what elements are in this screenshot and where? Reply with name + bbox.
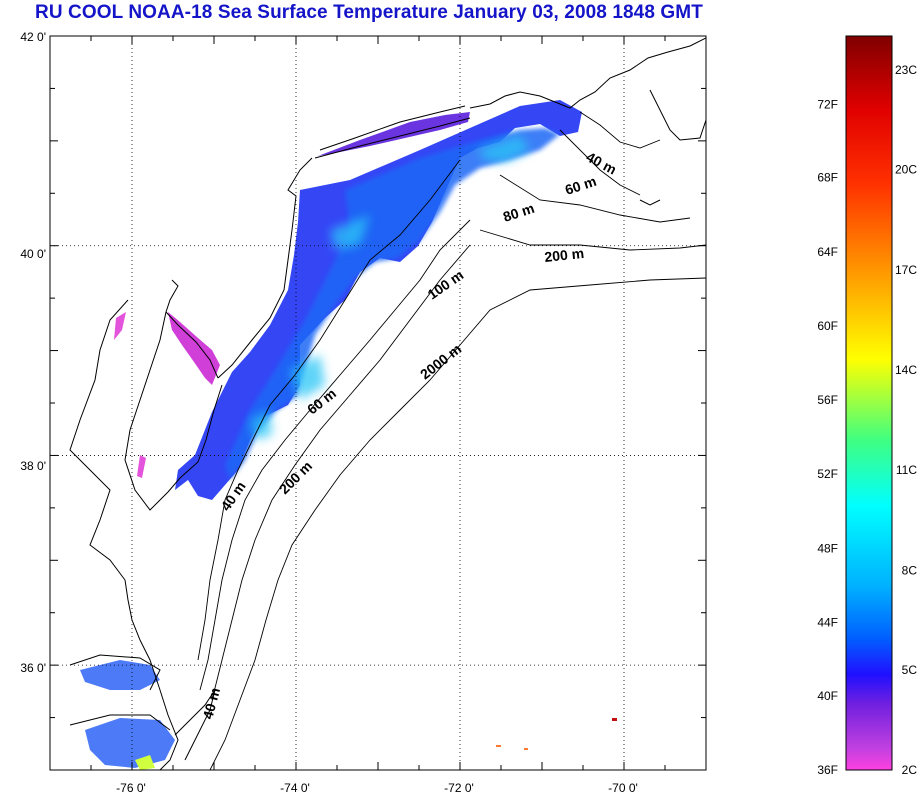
sst-long-island-sound <box>318 112 470 156</box>
colorbar-c-label: 14C <box>895 363 917 377</box>
colorbar-f-label: 72F <box>817 97 838 111</box>
sst-data-layer <box>80 100 617 770</box>
colorbar-celsius-labels: 23C 20C 17C 14C 11C 8C 5C 2C <box>895 63 917 777</box>
graticule <box>49 35 707 771</box>
contour-label-40m-south: 40 m <box>199 686 223 721</box>
map-title: RU COOL NOAA-18 Sea Surface Temperature … <box>35 2 703 23</box>
colorbar-f-label: 52F <box>817 467 838 481</box>
sst-delaware-bay <box>168 312 220 385</box>
sst-pamlico-sound <box>80 660 175 768</box>
coast-virginia-nc <box>124 579 179 770</box>
contour-60m <box>559 129 641 196</box>
colorbar-f-label: 40F <box>817 689 838 703</box>
contour-label-2000m: 2000 m <box>417 341 464 383</box>
coast-long-island-north <box>319 105 466 151</box>
y-tick-label: 36 0' <box>20 661 46 675</box>
contour-200m <box>211 229 706 701</box>
coast-delmarva <box>124 311 223 511</box>
colorbar: 72F 68F 64F 60F 56F 52F 48F 44F 40F 36F 23C 20C 17C… <box>817 35 917 777</box>
contour-80m <box>499 174 691 223</box>
sst-warm-spot <box>135 755 155 770</box>
bathymetry-contours <box>197 111 706 770</box>
y-tick-labels: 42 0' 40 0' 38 0' 36 0' <box>20 30 46 675</box>
colorbar-c-label: 5C <box>902 663 918 677</box>
colorbar-c-label: 23C <box>895 63 917 77</box>
coast-delaware-bay <box>165 279 219 379</box>
colorbar-c-label: 11C <box>896 463 917 477</box>
y-tick-label: 40 0' <box>20 247 46 261</box>
colorbar-f-label: 64F <box>817 245 838 259</box>
colorbar-f-label: 68F <box>817 171 838 185</box>
map-frame <box>49 35 707 771</box>
sst-cyan-patch <box>250 135 530 440</box>
colorbar-c-label: 20C <box>895 163 917 177</box>
coast-long-island-south <box>314 117 471 159</box>
contour-2000m <box>209 277 706 770</box>
colorbar-c-label: 8C <box>902 563 918 577</box>
contour-label-60m-north: 60 m <box>563 173 598 198</box>
sst-shelf-blue <box>175 100 582 500</box>
contour-label-80m: 80 m <box>501 200 536 225</box>
colorbar-c-label: 2C <box>902 763 918 777</box>
sst-chesapeake-pink <box>114 312 146 478</box>
contour-inner-shelf <box>197 159 461 661</box>
colorbar-scale <box>845 35 893 771</box>
colorbar-fahrenheit-labels: 72F 68F 64F 60F 56F 52F 48F 44F 40F 36F <box>817 97 838 777</box>
coastline-layer <box>69 37 706 770</box>
colorbar-f-label: 48F <box>817 541 838 555</box>
coast-cape-cod <box>639 89 706 206</box>
colorbar-f-label: 60F <box>817 319 838 333</box>
coast-new-jersey <box>217 157 313 379</box>
x-tick-label: -76 0' <box>116 781 146 795</box>
coast-new-england <box>469 37 706 109</box>
colorbar-f-label: 44F <box>817 615 838 629</box>
contour-40m <box>579 111 661 149</box>
coast-chesapeake-west <box>69 299 129 581</box>
contour-100m <box>199 219 471 691</box>
y-tick-label: 38 0' <box>20 459 46 473</box>
coast-outer-banks <box>174 689 216 761</box>
contour-label-200m-north: 200 m <box>544 245 585 265</box>
sst-gulf-speck-3 <box>524 748 528 750</box>
sst-shelf-blue-outer <box>225 128 560 480</box>
colorbar-c-label: 17C <box>895 263 917 277</box>
x-tick-labels: -76 0' -74 0' -72 0' -70 0' <box>116 781 638 795</box>
x-tick-label: -72 0' <box>444 781 474 795</box>
y-tick-label: 42 0' <box>20 30 46 44</box>
sst-gulf-speck-1 <box>612 718 617 721</box>
coast-pamlico-inner <box>69 654 171 731</box>
sst-gulf-speck-2 <box>496 745 501 747</box>
x-tick-label: -74 0' <box>280 781 310 795</box>
colorbar-f-label: 56F <box>817 393 838 407</box>
colorbar-f-label: 36F <box>817 763 838 777</box>
x-tick-label: -70 0' <box>608 781 638 795</box>
